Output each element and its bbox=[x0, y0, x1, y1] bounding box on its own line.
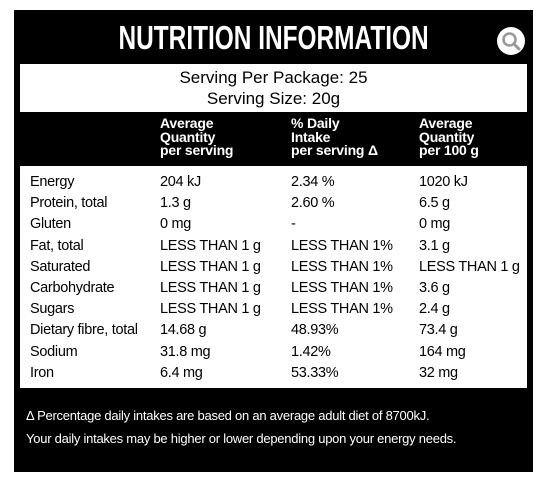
column-header: Average Quantity per serving bbox=[160, 115, 234, 158]
serving-info: Serving Per Package: 25 Serving Size: 20… bbox=[20, 64, 527, 112]
title: NUTRITION INFORMATION bbox=[118, 19, 429, 56]
cell-value: 2.4 g bbox=[419, 301, 450, 318]
search-button[interactable] bbox=[497, 27, 525, 55]
serving-line: Serving Size: 20g bbox=[206, 89, 341, 108]
cell-value: 164 mg bbox=[419, 343, 466, 360]
column-header-line: per serving Δ bbox=[291, 142, 378, 158]
cell-value: 48.93% bbox=[291, 322, 339, 339]
cell-value: 73.4 g bbox=[419, 322, 458, 339]
footnote-line: Δ Percentage daily intakes are based on … bbox=[26, 408, 430, 423]
row-label: Dietary fibre, total bbox=[30, 322, 138, 339]
cell-value: 14.68 g bbox=[160, 322, 207, 339]
table-header: Average Quantity per serving% Daily Intake p… bbox=[20, 114, 527, 166]
column-header-line: per 100 g bbox=[419, 142, 479, 158]
cell-value: 204 kJ bbox=[160, 174, 201, 190]
cell-value: 3.6 g bbox=[419, 280, 450, 296]
cell-value: 1.42% bbox=[291, 343, 331, 360]
column-header-line: per serving bbox=[160, 142, 234, 158]
cell-value: 0 mg bbox=[419, 216, 451, 233]
column-header: % Daily Intake per serving Δ bbox=[291, 115, 378, 158]
cell-value: LESS THAN 1% bbox=[291, 237, 393, 254]
cell-value: LESS THAN 1 g bbox=[160, 258, 261, 275]
cell-value: LESS THAN 1 g bbox=[160, 237, 261, 254]
footnote-line: Your daily intakes may be higher or lowe… bbox=[26, 431, 457, 446]
row-label: Energy bbox=[30, 174, 75, 190]
column-header-line: Average bbox=[419, 115, 473, 131]
column-header: Average Quantity per 100 g bbox=[419, 115, 479, 158]
title-bar: NUTRITION INFORMATION bbox=[14, 18, 533, 58]
row-label: Protein, total bbox=[30, 195, 108, 212]
column-header-line: % Daily bbox=[291, 115, 340, 131]
row-label: Sugars bbox=[30, 301, 75, 318]
row-label: Fat, total bbox=[30, 237, 84, 254]
cell-value: 31.8 mg bbox=[160, 343, 211, 360]
nutrition-panel: NUTRITION INFORMATION Serving Per Packag… bbox=[14, 10, 533, 472]
cell-value: 32 mg bbox=[419, 364, 458, 381]
cell-value: LESS THAN 1 g bbox=[160, 301, 261, 318]
cell-value: LESS THAN 1% bbox=[291, 301, 393, 318]
cell-value: LESS THAN 1% bbox=[291, 280, 393, 296]
cell-value: 6.5 g bbox=[419, 195, 450, 212]
cell-value: 6.4 mg bbox=[160, 364, 203, 381]
cell-value: 1.3 g bbox=[160, 195, 191, 212]
column-header-line: Intake bbox=[291, 128, 331, 145]
cell-value: 3.1 g bbox=[419, 237, 450, 254]
cell-value: 2.34 % bbox=[291, 174, 335, 190]
cell-value: - bbox=[291, 216, 296, 233]
row-label: Sodium bbox=[30, 343, 78, 360]
cell-value: 0 mg bbox=[160, 216, 192, 233]
row-label: Carbohydrate bbox=[30, 280, 115, 296]
cell-value: LESS THAN 1 g bbox=[160, 280, 261, 296]
row-label: Iron bbox=[30, 364, 54, 381]
row-label: Saturated bbox=[30, 258, 91, 275]
column-header-line: Quantity bbox=[160, 128, 216, 145]
table-body: Energy 204 kJ 2.34 % 1020 kJ Protein, total 1… bbox=[20, 166, 527, 388]
footnote: Δ Percentage daily intakes are based on … bbox=[26, 404, 457, 450]
serving-line: Serving Per Package: 25 bbox=[179, 68, 368, 87]
column-header-line: Average bbox=[160, 115, 214, 131]
search-icon bbox=[502, 32, 521, 51]
column-header-line: Quantity bbox=[419, 128, 475, 145]
cell-value: 1020 kJ bbox=[419, 174, 468, 190]
row-label: Gluten bbox=[30, 216, 71, 233]
cell-value: LESS THAN 1 g bbox=[419, 258, 520, 275]
cell-value: LESS THAN 1% bbox=[291, 258, 393, 275]
cell-value: 2.60 % bbox=[291, 195, 335, 212]
cell-value: 53.33% bbox=[291, 364, 339, 381]
